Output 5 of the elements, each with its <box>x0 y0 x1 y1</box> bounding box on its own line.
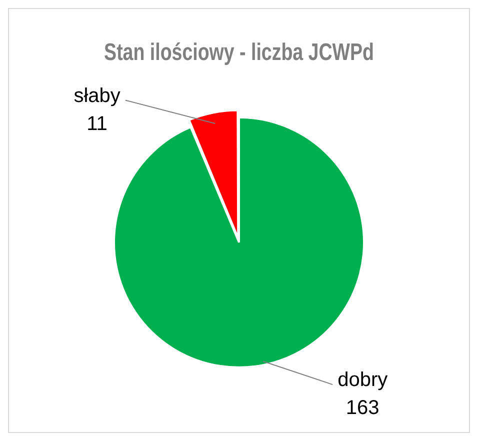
slice-label: dobry <box>338 369 388 392</box>
slice-label: słaby <box>74 84 120 107</box>
data-label: 163 <box>346 397 380 420</box>
data-label: 11 <box>86 112 108 135</box>
chart-title: Stan ilościowy - liczba JCWPd <box>104 38 374 66</box>
